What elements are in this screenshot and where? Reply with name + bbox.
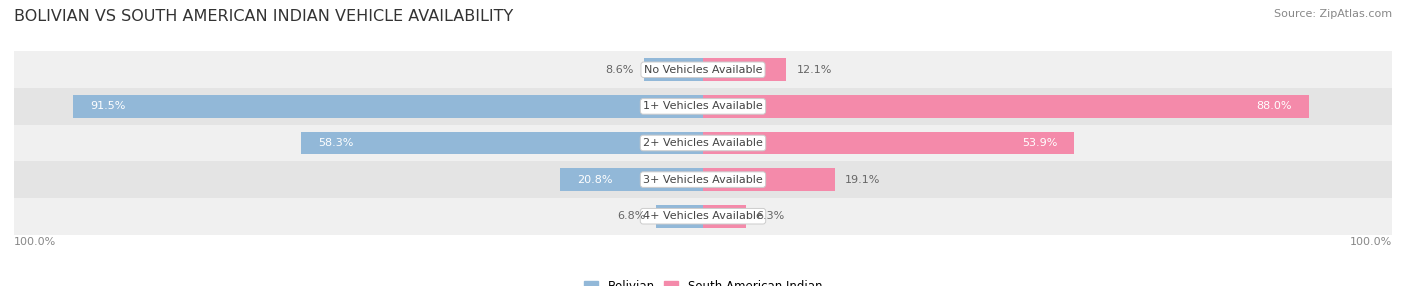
Text: 4+ Vehicles Available: 4+ Vehicles Available <box>643 211 763 221</box>
Text: 19.1%: 19.1% <box>845 175 880 184</box>
Bar <box>657 205 703 228</box>
Bar <box>14 88 1392 125</box>
Bar <box>644 58 703 81</box>
Text: 3+ Vehicles Available: 3+ Vehicles Available <box>643 175 763 184</box>
Text: 20.8%: 20.8% <box>576 175 613 184</box>
Bar <box>703 95 1309 118</box>
Bar <box>301 132 703 154</box>
Bar <box>14 125 1392 161</box>
Bar <box>560 168 703 191</box>
Legend: Bolivian, South American Indian: Bolivian, South American Indian <box>579 276 827 286</box>
Text: 100.0%: 100.0% <box>1350 237 1392 247</box>
Bar <box>703 58 786 81</box>
Bar <box>703 205 747 228</box>
Text: Source: ZipAtlas.com: Source: ZipAtlas.com <box>1274 9 1392 19</box>
Bar <box>703 168 835 191</box>
Bar <box>14 51 1392 88</box>
Text: 6.3%: 6.3% <box>756 211 785 221</box>
Text: 6.8%: 6.8% <box>617 211 645 221</box>
Text: 12.1%: 12.1% <box>797 65 832 75</box>
Bar <box>73 95 703 118</box>
Text: 2+ Vehicles Available: 2+ Vehicles Available <box>643 138 763 148</box>
Text: No Vehicles Available: No Vehicles Available <box>644 65 762 75</box>
Text: 58.3%: 58.3% <box>319 138 354 148</box>
Bar <box>703 132 1074 154</box>
Bar <box>14 161 1392 198</box>
Text: 53.9%: 53.9% <box>1022 138 1057 148</box>
Text: 8.6%: 8.6% <box>605 65 634 75</box>
Text: 1+ Vehicles Available: 1+ Vehicles Available <box>643 102 763 111</box>
Text: 91.5%: 91.5% <box>90 102 125 111</box>
Bar <box>14 198 1392 235</box>
Text: 100.0%: 100.0% <box>14 237 56 247</box>
Text: 88.0%: 88.0% <box>1257 102 1292 111</box>
Text: BOLIVIAN VS SOUTH AMERICAN INDIAN VEHICLE AVAILABILITY: BOLIVIAN VS SOUTH AMERICAN INDIAN VEHICL… <box>14 9 513 23</box>
